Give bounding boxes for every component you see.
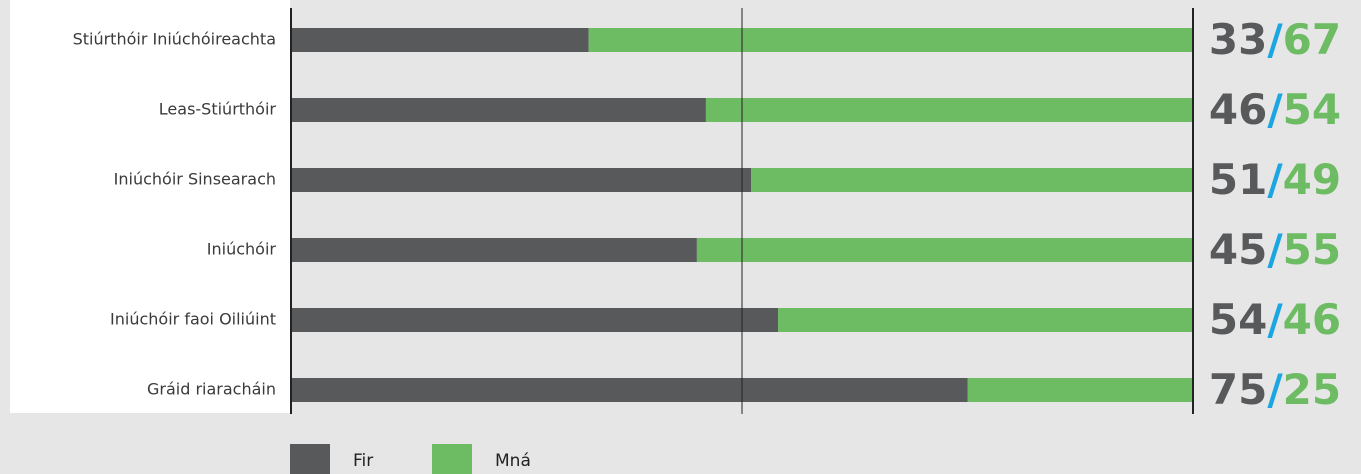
bar-segment: [778, 308, 1193, 332]
bar-segment: [291, 98, 706, 122]
value-number: 55: [1283, 225, 1341, 274]
value-label: 51/49: [1209, 155, 1341, 204]
bar-segment: [291, 238, 697, 262]
label-separator: /: [1267, 295, 1283, 344]
category-label: Iniúchóir faoi Oiliúint: [110, 310, 276, 329]
value-number: 33: [1209, 15, 1267, 64]
value-number: 75: [1209, 365, 1267, 414]
category-label: Leas-Stiúrthóir: [159, 100, 277, 119]
value-number: 54: [1283, 85, 1341, 134]
legend-label: Fir: [353, 451, 373, 471]
value-label: 54/46: [1209, 295, 1341, 344]
legend-swatch: [290, 444, 330, 474]
category-label: Iniúchóir: [207, 240, 277, 259]
category-label: Stiúrthóir Iniúchóireachta: [73, 30, 276, 49]
label-separator: /: [1267, 365, 1283, 414]
legend-swatch: [432, 444, 472, 474]
bar-segment: [967, 378, 1193, 402]
bar-segment: [588, 28, 1193, 52]
bar-segment: [291, 168, 752, 192]
category-label: Gráid riaracháin: [147, 380, 276, 399]
value-label: 45/55: [1209, 225, 1341, 274]
label-panel: [10, 0, 290, 413]
value-number: 46: [1209, 85, 1267, 134]
value-number: 45: [1209, 225, 1267, 274]
bar-segment: [291, 378, 968, 402]
label-separator: /: [1267, 15, 1283, 64]
value-number: 54: [1209, 295, 1267, 344]
value-number: 67: [1283, 15, 1341, 64]
bar-segment: [751, 168, 1193, 192]
value-number: 46: [1283, 295, 1341, 344]
category-label: Iniúchóir Sinsearach: [114, 170, 276, 189]
bar-segment: [291, 28, 589, 52]
bar-segment: [291, 308, 779, 332]
legend-label: Mná: [495, 451, 531, 471]
label-separator: /: [1267, 225, 1283, 274]
value-number: 25: [1283, 365, 1341, 414]
label-separator: /: [1267, 155, 1283, 204]
value-label: 75/25: [1209, 365, 1341, 414]
value-number: 49: [1283, 155, 1341, 204]
value-label: 46/54: [1209, 85, 1341, 134]
label-separator: /: [1267, 85, 1283, 134]
bar-segment: [696, 238, 1193, 262]
value-number: 51: [1209, 155, 1267, 204]
value-label: 33/67: [1209, 15, 1341, 64]
bar-segment: [705, 98, 1193, 122]
